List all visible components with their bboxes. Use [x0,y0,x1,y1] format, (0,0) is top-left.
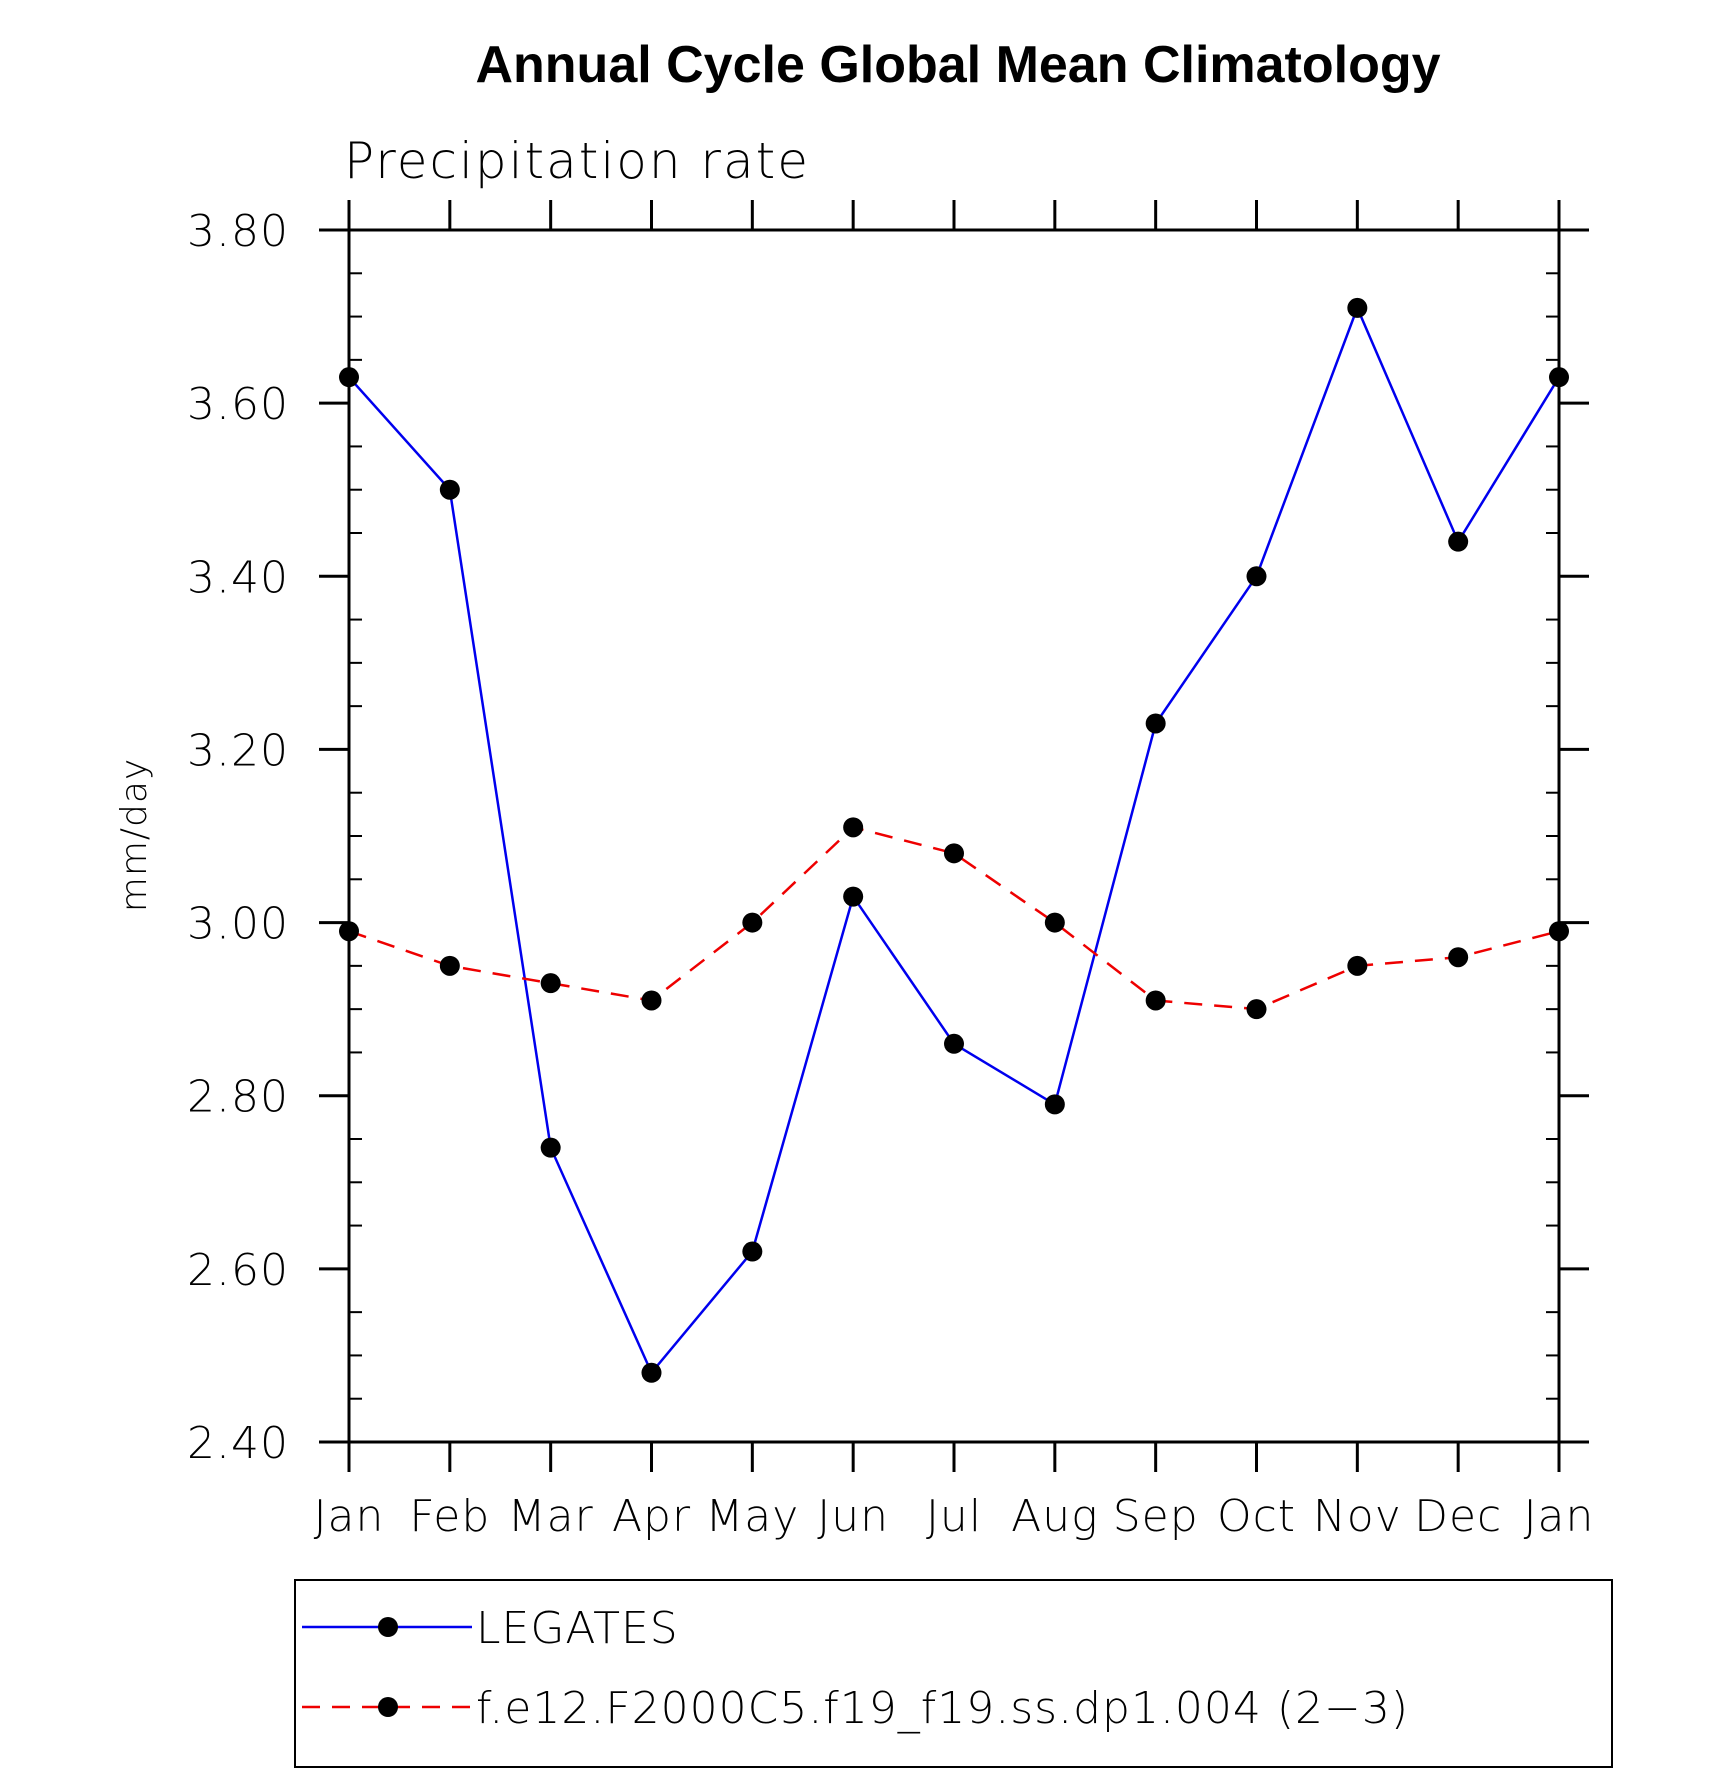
legend-box [294,1579,1613,1768]
data-point [641,1362,662,1383]
x-tick-label: Nov [1313,1491,1402,1542]
data-point [439,479,460,500]
legend-entries: LEGATES f.e12.F2000C5.f19_f19.ss.dp1.004 … [302,1603,1409,1734]
data-point [641,990,662,1011]
data-point [1448,531,1469,552]
data-point [1246,566,1267,587]
x-tick-label: Aug [1011,1491,1098,1542]
y-tick-label: 2.60 [187,1245,289,1296]
data-point [1145,990,1166,1011]
y-tick-label: 3.60 [187,379,289,430]
x-tick-label: May [705,1491,799,1542]
data-point [1145,713,1166,734]
chart-subtitle: Precipitation rate [344,132,810,190]
x-tick-label: Apr [612,1491,691,1542]
data-point [1549,367,1569,388]
data-point [742,912,763,933]
data-point [843,817,864,838]
data-point [1347,955,1368,976]
legend-label-0: LEGATES [476,1603,679,1654]
legend-label-1: f.e12.F2000C5.f19_f19.ss.dp1.004 (2−3) [476,1683,1409,1734]
x-tick-label: Jan [1524,1491,1595,1542]
legend: LEGATES f.e12.F2000C5.f19_f19.ss.dp1.004 … [294,1579,1613,1768]
data-point [339,921,359,942]
data-point [1246,999,1267,1020]
x-tick-label: Jun [817,1491,889,1542]
legend-marker-1 [378,1697,398,1717]
y-tick-label: 3.40 [187,552,289,603]
x-tick-label: Feb [409,1491,490,1542]
y-axis-label: mm/day [114,758,155,912]
x-tick-labels: Jan Feb Mar Apr May Jun Jul Aug Sep Oct Nov Dec Jan [314,1491,1595,1542]
axis-ticks [319,200,1589,1472]
y-tick-label: 3.20 [187,725,289,776]
series-layer [339,297,1569,1383]
y-tick-label: 3.80 [187,206,289,257]
series-line-0 [348,304,1561,1376]
data-point [742,1241,763,1262]
x-tick-label: Jul [926,1491,982,1542]
data-point [1347,297,1368,318]
data-point [339,367,359,388]
data-point [944,843,964,864]
x-tick-label: Oct [1217,1491,1296,1542]
data-point [1549,921,1569,942]
data-point [843,886,864,907]
data-point [439,955,460,976]
x-tick-label: Mar [508,1491,594,1542]
chart-title: Annual Cycle Global Mean Climatology [475,36,1440,94]
legend-marker-0 [378,1617,398,1637]
x-tick-label: Dec [1414,1491,1502,1542]
y-tick-labels: 2.40 2.60 2.80 3.00 3.20 3.40 3.60 3.80 [187,206,289,1469]
data-point [540,1137,561,1158]
plot-frame [347,228,1561,1444]
data-point [540,973,561,994]
x-tick-label: Sep [1113,1491,1199,1542]
y-tick-label: 3.00 [187,899,289,950]
data-point [1448,947,1469,968]
x-tick-label: Jan [314,1491,385,1542]
data-point [1044,912,1065,933]
data-point [1044,1094,1065,1115]
y-tick-label: 2.80 [187,1072,289,1123]
data-point [944,1033,964,1054]
y-tick-label: 2.40 [187,1418,289,1469]
